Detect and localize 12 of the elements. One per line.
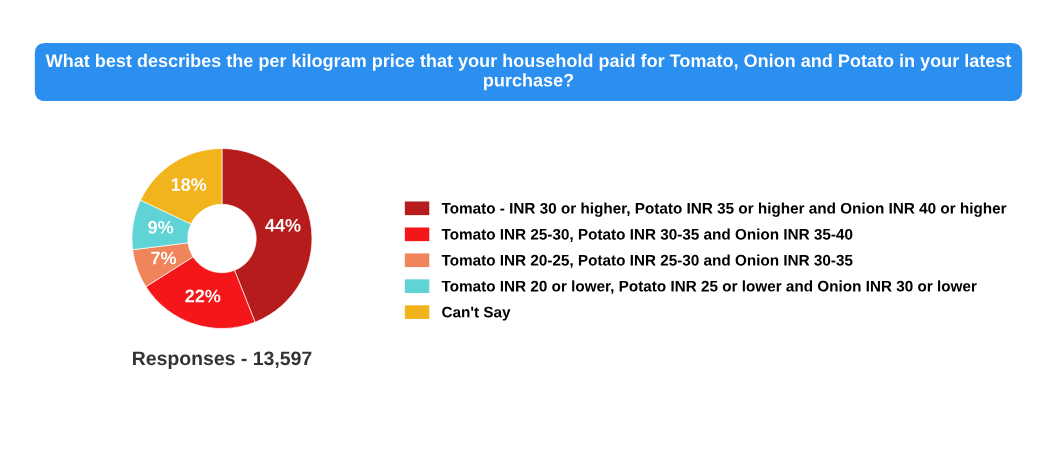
legend-label: Tomato INR 20-25, Potato INR 25-30 and Onion INR 30-35 [441,254,853,268]
legend-label: Tomato INR 25-30, Potato INR 30-35 and Onion INR 35-40 [441,228,853,242]
data-label: 18% [171,178,207,191]
data-label: 44% [265,218,301,232]
chart-title: What best describes the per kilogram price that your household paid for Tomato, Onion and Potato in your latest purchase? [45,53,1012,91]
legend-label: Can't Say [442,306,511,321]
text: Responses - 13,597 [133,351,312,370]
legend-label: Tomato INR 20 or lower, Potato INR 25 or lower and Onion INR 30 or lower [441,280,977,294]
data-label: 22% [185,289,221,303]
legend-label: Tomato - INR 30 or higher, Potato INR 35 or higher and Onion INR 40 or higher [441,202,1007,217]
data-label: 9% [148,220,174,234]
data-label: 7% [151,251,177,265]
